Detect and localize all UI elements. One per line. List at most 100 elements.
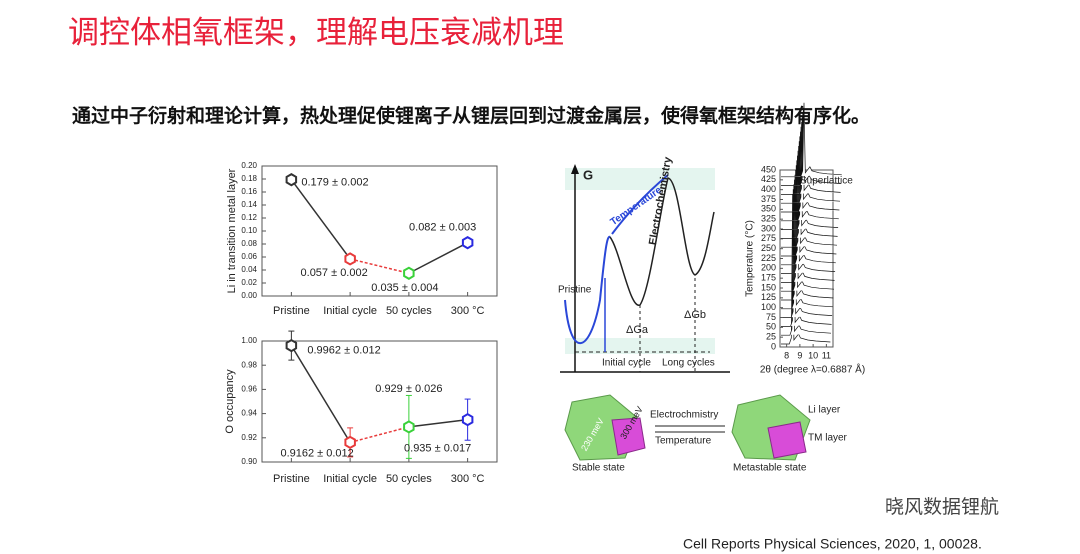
y-tick-label: 250 [761,243,776,253]
y-tick-label: 325 [761,214,776,224]
trace [781,112,841,195]
value-label: 0.935 ± 0.017 [404,443,471,455]
y-tick-label: 0.90 [241,457,257,466]
energy-curve [609,177,715,306]
arrow-label: Electrochmistry [650,410,718,421]
trace [781,169,834,301]
point-marker [285,173,298,187]
y-tick-label: 0.14 [241,200,257,209]
y-tick-label: 150 [761,282,776,292]
trace [781,107,842,186]
line-segment [349,426,410,444]
y-tick-label: 425 [761,174,776,184]
trace [781,141,838,248]
x-tick-label: Pristine [273,473,310,485]
x-tick-label: 50 cycles [386,473,432,485]
y-tick-label: 125 [761,292,776,302]
annotation: Superlattice [800,176,853,187]
trace [781,165,835,292]
y-tick-label: 0.92 [241,433,257,442]
line-segment [408,242,468,274]
y-tick-label: 0.18 [241,174,257,183]
y-tick-label: 0.96 [241,385,257,394]
trace [781,174,833,310]
band [565,338,715,354]
octahedron [611,417,646,456]
y-tick-label: 0.04 [241,265,257,274]
value-label: 0.179 ± 0.002 [301,177,368,189]
y-tick-label: 300 [761,223,776,233]
trace [781,126,839,222]
y-tick-label: 0.02 [241,278,257,287]
line-segment [408,418,468,428]
y-axis-label: O occupancy [224,369,236,434]
dgb-label: ΔGb [684,309,706,321]
dga-label: ΔGa [626,324,649,336]
trace [781,131,839,230]
x-axis-label: 2θ (degree λ=0.6887 Å) [760,363,865,376]
point-marker [461,236,474,250]
y-tick-label: 0.20 [241,161,257,170]
y-tick-label: 0 [771,341,776,351]
y-tick-label: 175 [761,273,776,283]
plot-frame [261,340,498,463]
line-segment [290,179,351,260]
x-tick-label: 11 [822,350,831,360]
point-marker [344,252,356,266]
line-segment [290,345,351,443]
y-tick-label: 0.94 [241,409,257,418]
y-tick-label: 275 [761,233,776,243]
octahedron [767,421,807,459]
point-marker [285,338,298,353]
pristine-label: Pristine [558,285,592,296]
y-tick-label: 400 [761,184,776,194]
x-tick-label: 300 °C [451,473,485,485]
y-tick-label: 0.12 [241,213,257,222]
value-label: 0.057 ± 0.002 [301,267,368,279]
energy-curve [564,235,611,345]
y-tick-label: 25 [766,332,776,342]
y-axis-label: Temperature (°C) [745,220,756,297]
watermark: 晓风数据锂航 [885,496,999,518]
trace [781,136,838,239]
trace [781,150,836,266]
trace [781,160,835,283]
energy-diagram: G Temperature Electrochemistry Pristine … [558,155,730,373]
point-marker [403,420,415,434]
y-tick-label: 0.16 [241,187,257,196]
y-tick-label: 200 [761,263,776,273]
arrow-head [571,164,579,174]
value-label: 0.929 ± 0.026 [375,383,442,395]
y-tick-label: 450 [761,164,776,174]
citation: Cell Reports Physical Sciences, 2020, 1,… [683,536,982,552]
y-tick-label: 0.00 [241,291,257,300]
metastable-label: Metastable state [733,463,807,474]
x-tick-label: 10 [808,350,818,360]
slide-title: 调控体相氧框架，理解电压衰减机理 [68,15,564,50]
trace [781,121,840,213]
energy-curve [611,174,669,235]
y-tick-label: 225 [761,253,776,263]
y-tick-label: 1.00 [241,336,257,345]
y-axis-label: Li in transition metal layer [226,168,238,293]
value-label: 0.9962 ± 0.012 [307,345,380,357]
y-tick-label: 0.06 [241,252,257,261]
x-tick-label: 9 [797,350,802,360]
y-tick-label: 0.08 [241,239,257,248]
x-tick-label: Pristine [273,305,310,317]
trace [781,155,836,274]
y-tick-label: 0.98 [241,360,257,369]
line-segment [349,258,410,274]
long-label: Long cycles [662,358,715,369]
x-tick-label: 300 °C [451,305,485,317]
trace [781,102,842,178]
x-tick-label: 8 [784,350,789,360]
stable-label: Stable state [572,463,625,474]
y-tick-label: 75 [766,312,776,322]
y-tick-label: 350 [761,204,776,214]
point-marker [461,412,474,427]
band [565,168,715,190]
trace [781,145,837,257]
value-label: 0.9162 ± 0.012 [280,447,353,459]
